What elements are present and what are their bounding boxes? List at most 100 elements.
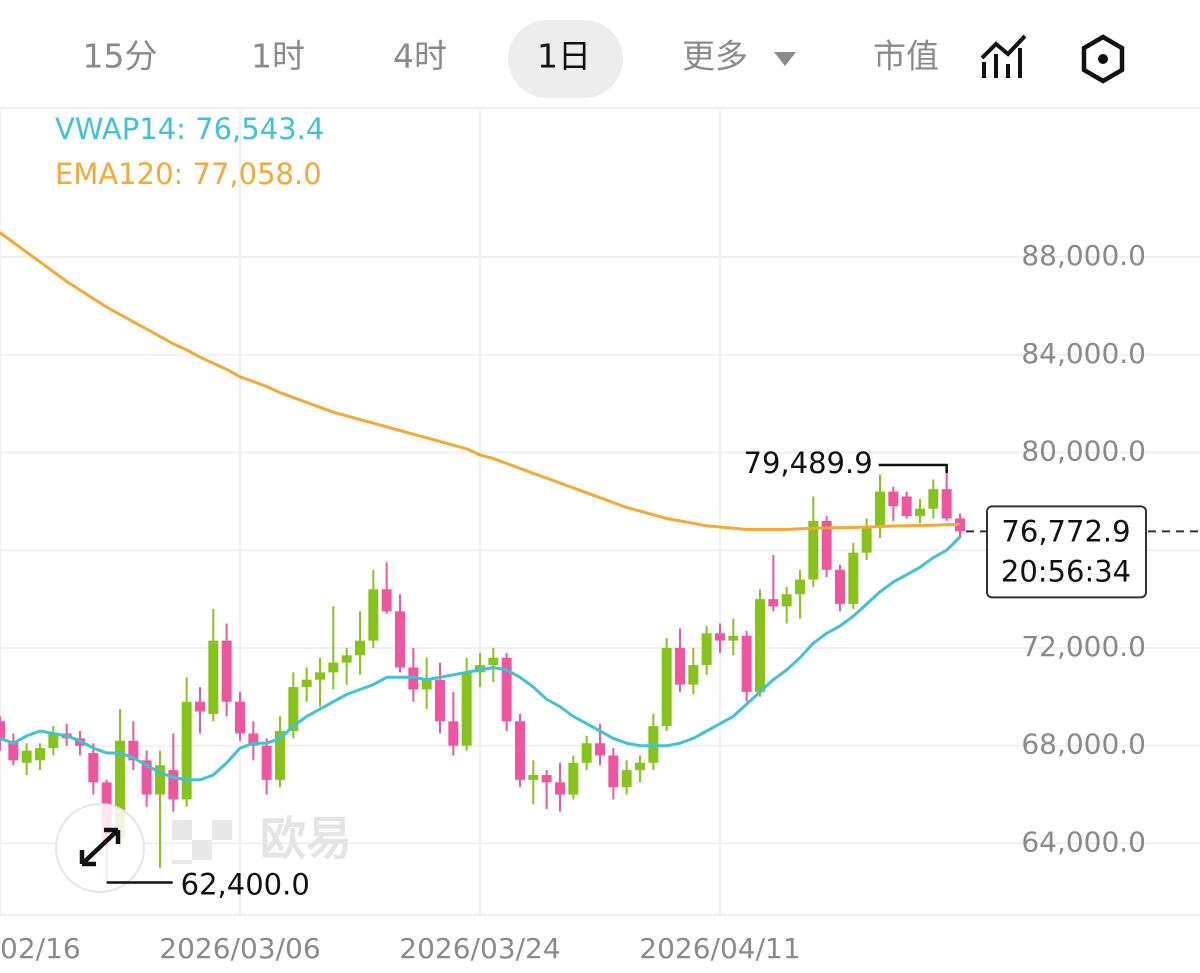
candle-body: [208, 640, 219, 714]
candle-body: [501, 657, 512, 722]
candle-body: [48, 733, 59, 749]
candle-body: [235, 701, 245, 734]
watermark-logo: [172, 820, 232, 864]
candle-body: [595, 743, 605, 756]
candle-body: [901, 496, 912, 517]
x-tick-label: 2026/03/06: [159, 932, 320, 965]
candle-body: [155, 765, 165, 795]
candle-body: [368, 589, 379, 641]
y-tick-label: 68,000.0: [1021, 728, 1146, 761]
candle-body: [328, 662, 339, 673]
candle-body: [728, 635, 739, 641]
candle-body: [381, 589, 392, 612]
candle-body: [581, 743, 592, 763]
watermark: 欧易: [260, 812, 352, 866]
tab[interactable]: 市值: [873, 37, 939, 76]
candle-body: [621, 770, 632, 788]
candle-body: [195, 701, 205, 712]
candle-body: [275, 731, 285, 780]
candle-body: [888, 491, 899, 507]
candle-body: [315, 672, 325, 680]
candle-body: [635, 762, 645, 771]
candle-body: [701, 633, 712, 666]
candle-body: [715, 633, 725, 641]
candle-body: [741, 635, 752, 692]
candle-body: [861, 525, 872, 553]
candle-body: [608, 755, 619, 788]
y-tick-label: 84,000.0: [1021, 337, 1146, 370]
tab[interactable]: 15分: [83, 37, 158, 76]
candle-body: [781, 594, 792, 607]
candle-body: [435, 679, 445, 722]
candle-body: [875, 491, 885, 526]
candle-body: [541, 775, 552, 783]
expand-button[interactable]: [55, 803, 145, 893]
candle-body: [248, 733, 259, 746]
candle-body: [395, 611, 405, 668]
candle-body: [261, 745, 272, 780]
x-tick-label: 2026/03/24: [399, 932, 560, 965]
candle-body: [35, 748, 45, 761]
high-marker: [878, 463, 948, 473]
tab[interactable]: 4时: [393, 37, 447, 76]
candle-body: [181, 701, 192, 800]
legend-vwap: VWAP14: 76,543.4: [55, 112, 324, 146]
settings-icon[interactable]: [1081, 34, 1125, 84]
candle-body: [835, 569, 845, 604]
candle-body: [688, 665, 699, 685]
candle-body: [0, 721, 5, 741]
candle-body: [488, 657, 499, 666]
y-tick-label: 64,000.0: [1021, 825, 1146, 858]
candle-body: [515, 721, 525, 780]
candle-body: [421, 679, 432, 690]
legend-ema: EMA120: 77,058.0: [55, 157, 322, 191]
candle-body: [88, 753, 99, 783]
candle-body: [448, 721, 459, 746]
candle-body: [8, 740, 19, 761]
candle-body: [808, 520, 819, 580]
candle-body: [755, 599, 765, 692]
candle-body: [821, 520, 832, 570]
candle-body: [21, 750, 32, 763]
candle-body: [568, 762, 579, 795]
indicator-line: [0, 231, 961, 531]
indicator-icon[interactable]: [980, 34, 1027, 78]
candle-body: [341, 655, 352, 663]
y-tick-label: 80,000.0: [1021, 434, 1146, 467]
candle-body: [221, 640, 232, 702]
tab[interactable]: 更多: [682, 37, 748, 76]
candle-body: [941, 489, 952, 519]
candle-body: [355, 640, 365, 656]
tab[interactable]: 1日: [537, 37, 591, 76]
indicator-line: [0, 535, 962, 782]
y-tick-label: 72,000.0: [1021, 630, 1146, 663]
last-price-box: [986, 505, 1147, 599]
candle-body: [768, 599, 779, 607]
candle-body: [141, 760, 152, 795]
candle-body: [795, 579, 805, 595]
candle-body: [915, 508, 925, 517]
candle-body: [848, 552, 859, 604]
y-tick-label: 88,000.0: [1021, 239, 1146, 272]
candle-body: [461, 672, 472, 746]
countdown-label: 20:56:34: [1001, 554, 1131, 588]
candle-body: [115, 740, 125, 839]
candle-body: [288, 687, 299, 732]
dropdown-arrow: [774, 52, 796, 66]
active-tab-bg: [508, 20, 623, 98]
x-tick-label: 2026/04/11: [639, 932, 800, 965]
candle-body: [661, 647, 672, 727]
candle-body: [555, 782, 565, 795]
candle-body: [128, 740, 139, 761]
x-tick-label: 2026/02/16: [0, 932, 81, 965]
candle-body: [301, 679, 312, 688]
candle-body: [675, 647, 685, 685]
candle-body: [528, 775, 539, 780]
candle-body: [168, 770, 179, 800]
last-price-label: 76,772.9: [1001, 514, 1130, 548]
candle-body: [928, 489, 939, 509]
low-label: 62,400.0: [181, 868, 310, 902]
tab[interactable]: 1时: [251, 37, 305, 76]
high-label: 79,489.9: [744, 446, 873, 480]
